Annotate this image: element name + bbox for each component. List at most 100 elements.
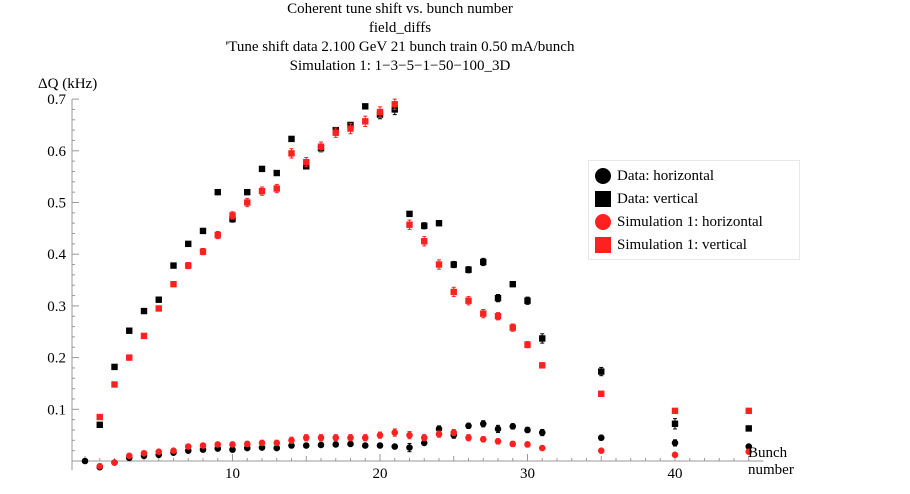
data-point [288,437,295,444]
data-point [509,324,516,331]
data-point [524,426,531,434]
data-point [140,307,148,315]
data-point [450,261,457,268]
data-point [126,327,133,334]
circle-marker-icon [595,214,611,230]
chart-subtitle-field: field_diffs [368,20,432,36]
data-point [229,441,236,448]
data-point [81,457,89,465]
y-tick-label: 0.5 [47,196,66,212]
legend-label: Simulation 1: horizontal [617,213,763,230]
data-point [184,443,192,450]
data-point [111,459,118,466]
data-point [420,434,428,442]
data-point [155,296,162,303]
data-point [243,440,251,448]
data-point [317,441,325,449]
data-point [406,221,413,228]
data-point [258,439,266,447]
x-axis-label-line-2: number [748,462,794,478]
series-data-vertical [96,103,752,432]
chart-subtitle-simulation: Simulation 1: 1−3−5−1−50−100_3D [289,58,511,74]
data-point [317,434,325,442]
data-point [96,462,104,470]
data-point [347,125,354,132]
data-point [671,439,679,447]
data-point [421,238,428,245]
data-point [214,188,221,196]
data-point [376,431,384,439]
data-point [509,423,517,430]
data-point [199,227,207,235]
data-point [96,421,103,429]
data-point [480,310,487,317]
chart-subtitle-data: 'Tune shift data 2.100 GeV 21 bunch trai… [225,39,575,55]
data-point [494,425,502,433]
data-point [302,442,310,449]
data-point [745,443,753,450]
legend: Data: horizontal Data: vertical Simulati… [588,160,800,260]
data-point [465,266,472,273]
data-point [332,434,340,442]
data-point [332,129,339,136]
y-tick-label: 0.2 [47,351,66,367]
data-point [140,449,148,457]
data-point [406,444,413,451]
square-marker-icon [595,191,611,207]
data-point [273,439,281,447]
series-simulation-1-horizontal [96,428,753,470]
data-point [288,150,295,157]
data-point [140,332,148,340]
data-point [273,169,280,177]
data-point [362,118,369,125]
data-point [598,368,605,375]
axes: 10 20 30 40 0.1 0.2 0.3 0.4 0.5 0.6 0.7 [47,92,764,482]
data-point [745,407,752,415]
data-point [465,422,472,430]
y-tick-label: 0.1 [47,402,66,418]
y-tick-label: 0.3 [47,299,66,315]
data-point [258,187,266,195]
data-point [317,143,325,150]
data-point [406,210,413,218]
data-point [745,448,753,455]
data-point [435,430,443,438]
data-point [479,420,487,428]
circle-marker-icon [595,168,611,184]
data-point [421,222,428,229]
data-point [332,441,340,448]
data-point [244,188,251,196]
series-simulation-1-vertical [96,98,752,421]
data-point [170,280,177,288]
data-point [361,434,369,442]
data-point [362,103,369,110]
data-point [273,444,281,452]
data-point [229,212,236,219]
x-tick-label: 40 [668,466,683,482]
data-point [480,258,487,266]
y-tick-label: 0.6 [47,144,66,160]
data-point [494,438,502,445]
x-axis-label-line-1: Bunch [748,445,788,461]
legend-item-simulation-vertical: Simulation 1: vertical [595,234,747,256]
data-point [465,434,472,442]
chart-title: Coherent tune shift vs. bunch number [287,1,513,17]
data-point [155,305,162,312]
chart-titles: Coherent tune shift vs. bunch number fie… [0,0,800,76]
data-point [435,219,443,227]
data-point [347,440,354,448]
data-point [288,135,295,143]
data-point [170,447,177,454]
data-point [111,381,118,388]
series-data-horizontal [81,420,753,471]
data-point [671,420,679,427]
data-point [494,294,502,302]
data-marks [81,98,753,471]
data-point [509,280,516,288]
x-tick-label: 20 [373,466,388,482]
data-point [450,429,458,436]
data-point [258,165,266,173]
data-point [509,440,517,448]
data-point [111,363,118,371]
